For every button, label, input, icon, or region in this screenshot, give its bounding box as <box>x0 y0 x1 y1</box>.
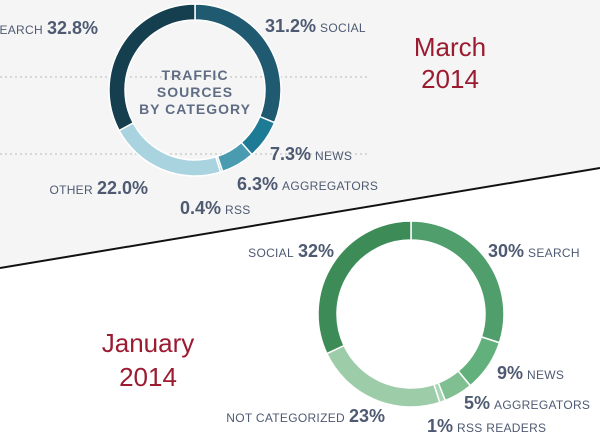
slice-search <box>108 3 196 132</box>
category-label: AGGREGATORS <box>282 179 378 193</box>
value-label: 32.8% <box>47 18 98 38</box>
march-donut <box>108 3 282 177</box>
value-label: 1% <box>427 416 453 436</box>
slice-social <box>317 220 412 355</box>
value-label: 31.2% <box>265 16 316 36</box>
value-label: 7.3% <box>270 144 311 164</box>
center-label-line1: TRAFFIC <box>162 67 229 83</box>
category-label: NEWS <box>315 149 352 163</box>
center-label-line2: SOURCES <box>157 84 233 100</box>
label-social-january: SOCIAL 32% <box>248 241 334 261</box>
january-title-line2: 2014 <box>119 362 177 392</box>
value-label: 5% <box>464 393 490 413</box>
label-aggregators-january: 5% AGGREGATORS <box>464 393 590 413</box>
value-label: 0.4% <box>180 198 221 218</box>
value-label: 9% <box>497 363 523 383</box>
category-label: SEARCH <box>0 23 43 37</box>
panel-divider <box>0 167 600 269</box>
label-other-march: OTHER 22.0% <box>49 178 148 198</box>
label-aggregators-march: 6.3% AGGREGATORS <box>237 174 378 194</box>
category-label: RSS <box>225 203 251 217</box>
label-rss-march: 0.4% RSS <box>180 198 251 218</box>
value-label: 30% <box>488 241 524 261</box>
january-donut <box>317 220 505 408</box>
value-label: 22.0% <box>97 178 148 198</box>
category-label: SEARCH <box>528 246 580 260</box>
value-label: 6.3% <box>237 174 278 194</box>
category-label: AGGREGATORS <box>494 398 590 412</box>
label-search-march: SEARCH 32.8% <box>0 18 98 38</box>
march-title-line2: 2014 <box>421 64 479 94</box>
category-label: NEWS <box>527 368 564 382</box>
label-not-categorized-january: NOT CATEGORIZED 23% <box>226 406 385 426</box>
label-search-january: 30% SEARCH <box>488 241 580 261</box>
label-rss-readers-january: 1% RSS READERS <box>427 416 546 436</box>
label-news-january: 9% NEWS <box>497 363 564 383</box>
value-label: 32% <box>298 241 334 261</box>
category-label: SOCIAL <box>320 21 366 35</box>
march-title-line1: March <box>414 32 486 62</box>
category-label: NOT CATEGORIZED <box>226 411 345 425</box>
category-label: OTHER <box>49 183 93 197</box>
category-label: SOCIAL <box>248 246 294 260</box>
label-news-march: 7.3% NEWS <box>270 144 352 164</box>
category-label: RSS READERS <box>457 421 546 435</box>
center-label-line3: BY CATEGORY <box>139 101 251 117</box>
january-title-line1: January <box>102 328 195 358</box>
value-label: 23% <box>349 406 385 426</box>
label-social-march: 31.2% SOCIAL <box>265 16 366 36</box>
top-panel-background <box>0 0 600 268</box>
